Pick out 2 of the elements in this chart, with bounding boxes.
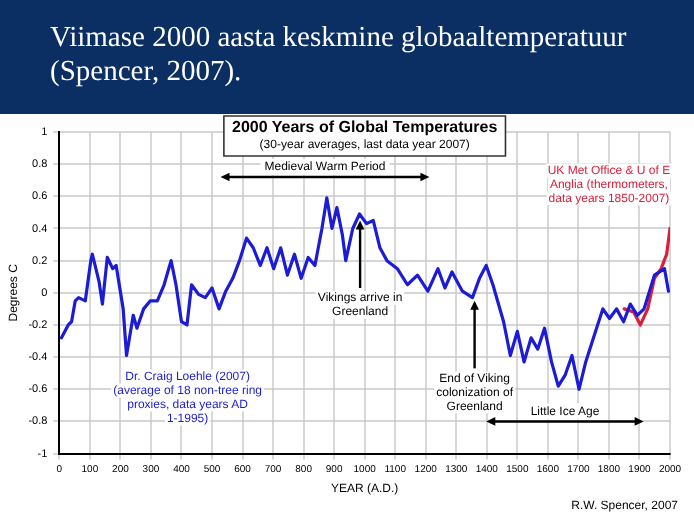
chart-subtitle: 2000 Years of Global Temperatures: [232, 118, 499, 137]
chart-title: Viimase 2000 aasta keskmine globaaltemperatuur (Spencer, 2007).: [0, 0, 694, 114]
